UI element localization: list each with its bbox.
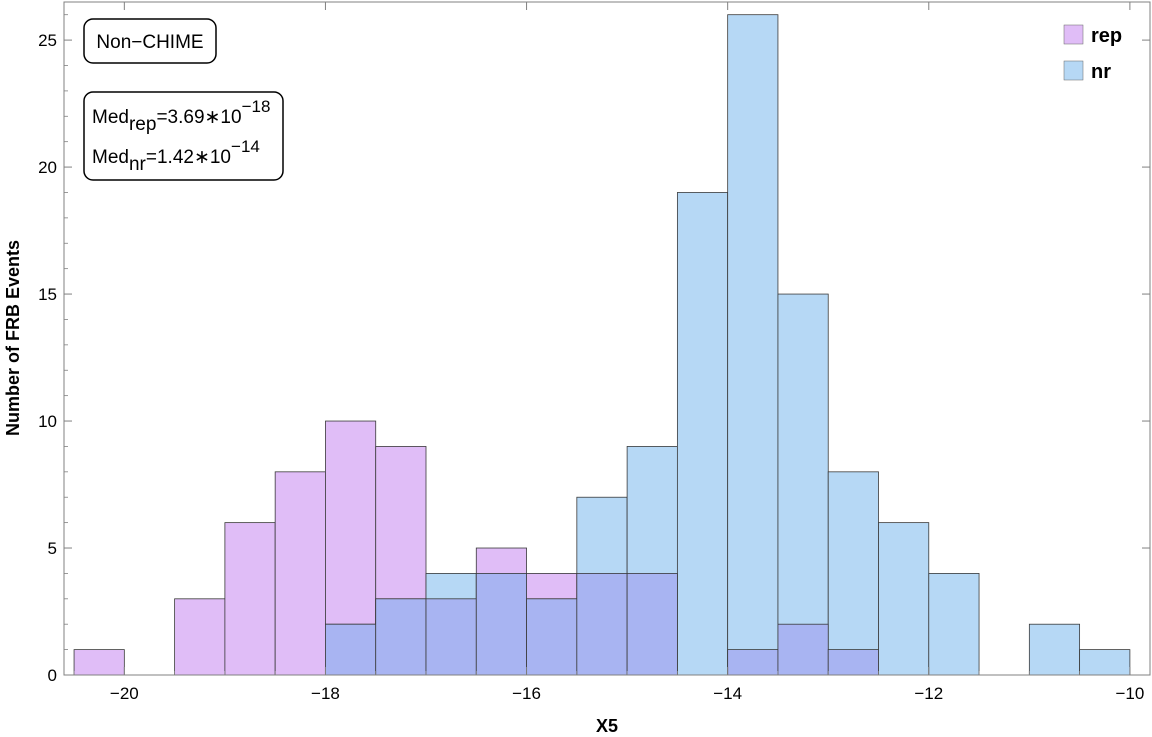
bar-nr-11 (878, 522, 930, 676)
legend-label-nr: nr (1091, 61, 1111, 83)
bar-overlap-4 (526, 598, 578, 676)
bar-nr-7 (676, 192, 729, 676)
plot-frame (63, 1, 1151, 676)
bar-overlap-8 (727, 649, 779, 676)
y-tick-label-1: 5 (48, 539, 57, 558)
bar-overlap-5 (576, 573, 628, 676)
x-tick-label-0: −20 (110, 684, 139, 703)
bar-nr-10 (827, 471, 879, 676)
legend-swatch-rep (1063, 24, 1084, 45)
x-tick-label-3: −14 (713, 684, 742, 703)
median-rep-text: Medrep=3.69∗10−18 (92, 97, 270, 135)
median-rep-exp: −18 (242, 97, 271, 116)
y-tick-label-3: 15 (38, 285, 57, 304)
bar-overlap-1 (375, 598, 427, 676)
bars-layer (73, 14, 1131, 676)
bar-nr-13 (1028, 623, 1081, 676)
median-box: Medrep=3.69∗10−18 Mednr=1.42∗10−14 (83, 91, 284, 181)
bar-nr-8 (727, 14, 779, 676)
y-tick-label-0: 0 (48, 666, 57, 685)
median-nr-sub: nr (129, 154, 147, 175)
bar-rep-1 (174, 598, 226, 676)
bar-nr-14 (1079, 649, 1131, 676)
bar-nr-9 (777, 293, 829, 676)
median-rep-prefix: Med (92, 107, 129, 128)
y-tick-label-5: 25 (38, 31, 57, 50)
y-tick-label-4: 20 (38, 158, 57, 177)
bar-rep-0 (73, 649, 125, 676)
median-nr-value: =1.42∗10 (146, 147, 231, 168)
median-rep-value: =3.69∗10 (156, 107, 241, 128)
median-rep-sub: rep (129, 114, 156, 135)
x-tick-label-4: −12 (914, 684, 943, 703)
bar-rep-2 (224, 522, 276, 676)
x-tick-label-2: −16 (512, 684, 541, 703)
bar-rep-3 (274, 471, 326, 676)
legend-swatch-nr (1063, 60, 1084, 81)
x-axis-title: X5 (596, 716, 618, 736)
bar-nr-12 (928, 573, 980, 676)
legend-label-rep: rep (1091, 25, 1122, 47)
x-tick-label-5: −10 (1115, 684, 1144, 703)
legend: rep nr (1063, 24, 1122, 83)
bar-overlap-3 (475, 573, 527, 676)
sample-label-box: Non−CHIME (83, 18, 217, 64)
y-axis-title: Number of FRB Events (3, 240, 23, 436)
median-nr-prefix: Med (92, 147, 129, 168)
bar-overlap-2 (425, 598, 477, 676)
x-tick-label-1: −18 (311, 684, 340, 703)
bar-overlap-10 (827, 649, 879, 676)
median-nr-text: Mednr=1.42∗10−14 (92, 137, 260, 175)
bar-overlap-0 (325, 623, 377, 676)
median-nr-exp: −14 (231, 137, 260, 156)
ticks-layer: −20 −18 −16 −14 −12 −10 0 5 10 15 20 25 (38, 2, 1150, 703)
bar-overlap-6 (626, 573, 678, 676)
y-tick-label-2: 10 (38, 412, 57, 431)
bar-overlap-9 (777, 623, 829, 676)
sample-label-text: Non−CHIME (96, 32, 203, 53)
